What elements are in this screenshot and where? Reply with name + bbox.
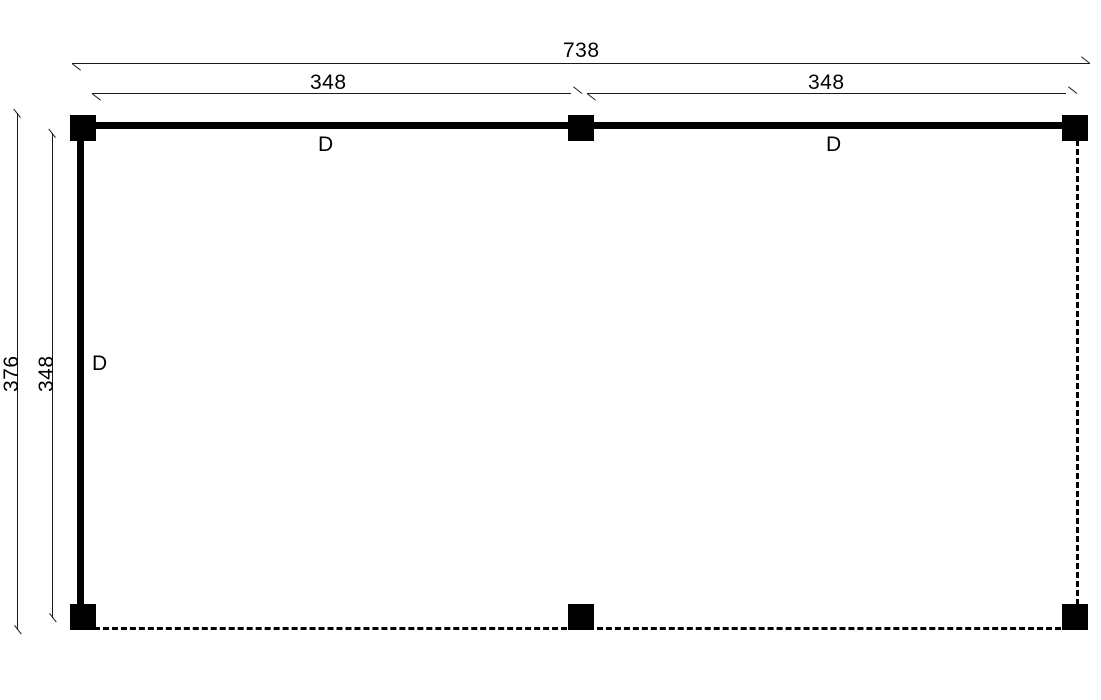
dimension-line-segment-left [92, 93, 571, 94]
dimension-tick-segment-right-end [1068, 86, 1078, 94]
dimension-line-inner-depth [52, 133, 53, 618]
dimension-label-inner-depth: 348 [35, 355, 58, 392]
dimension-line-overall-width [72, 63, 1090, 64]
post-bottom-right [1062, 604, 1088, 630]
dimension-tick-overall-width-left [71, 63, 81, 71]
member-label-top-right-beam: D [826, 133, 842, 156]
dimension-tick-segment-right-start [586, 93, 596, 101]
post-bottom-left [70, 604, 96, 630]
member-label-top-left-beam: D [318, 133, 334, 156]
dimension-tick-segment-left-start [91, 93, 101, 101]
dimension-label-segment-right: 348 [808, 71, 845, 94]
beam-right [1076, 140, 1079, 605]
post-top-right [1062, 115, 1088, 141]
dimension-label-segment-left: 348 [310, 71, 347, 94]
dimension-line-overall-depth [17, 113, 18, 630]
post-top-left [70, 115, 96, 141]
post-bottom-middle [568, 604, 594, 630]
dimension-label-overall-width: 738 [563, 39, 600, 62]
dimension-line-segment-right [587, 93, 1066, 94]
beam-left [77, 126, 84, 618]
post-top-middle [568, 115, 594, 141]
dimension-tick-segment-left-end [573, 86, 583, 94]
member-label-left-beam: D [92, 352, 108, 375]
dimension-label-overall-depth: 376 [0, 355, 23, 392]
